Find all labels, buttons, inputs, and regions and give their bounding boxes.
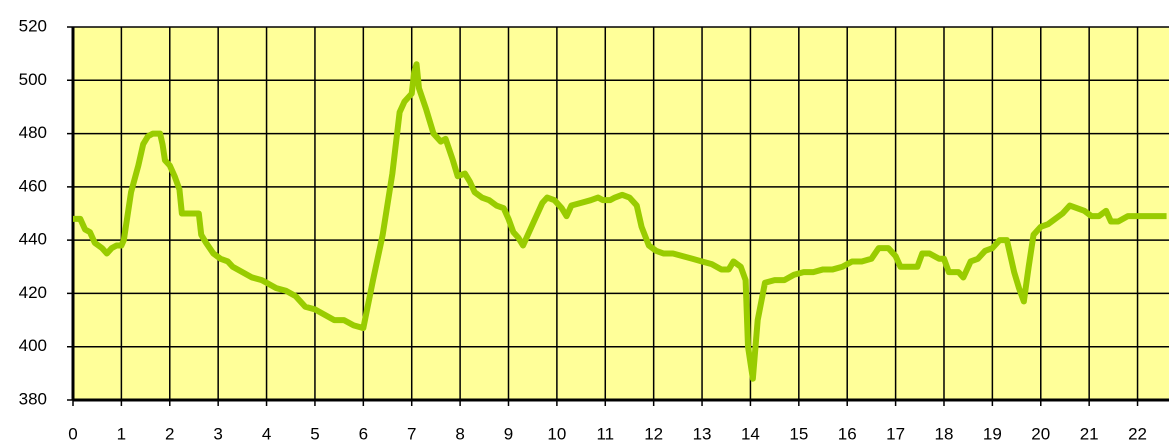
x-tick-label: 10 xyxy=(547,424,566,443)
y-tick-label: 500 xyxy=(19,70,47,89)
x-tick-label: 2 xyxy=(165,424,174,443)
x-tick-label: 13 xyxy=(693,424,712,443)
x-tick-label: 6 xyxy=(359,424,368,443)
x-tick-label: 19 xyxy=(983,424,1002,443)
x-tick-label: 12 xyxy=(644,424,663,443)
x-tick-label: 11 xyxy=(596,424,614,443)
y-tick-label: 420 xyxy=(19,283,47,302)
line-series xyxy=(73,61,1167,382)
x-tick-label: 8 xyxy=(455,424,464,443)
y-tick-label: 400 xyxy=(19,336,47,355)
x-tick-label: 9 xyxy=(504,424,513,443)
y-tick-label: 380 xyxy=(19,389,47,408)
x-tick-label: 7 xyxy=(407,424,416,443)
x-tick-label: 1 xyxy=(117,424,126,443)
plot-area xyxy=(73,27,1169,400)
x-tick-label: 22 xyxy=(1128,424,1147,443)
x-tick-label: 0 xyxy=(68,424,77,443)
x-tick-label: 16 xyxy=(838,424,857,443)
x-tick-label: 20 xyxy=(1031,424,1050,443)
x-tick-label: 5 xyxy=(310,424,319,443)
x-tick-label: 4 xyxy=(262,424,271,443)
x-tick-label: 18 xyxy=(935,424,954,443)
y-tick-label: 520 xyxy=(19,16,47,35)
y-tick-label: 480 xyxy=(19,123,47,142)
x-tick-label: 17 xyxy=(886,424,905,443)
x-tick-label: 15 xyxy=(789,424,808,443)
x-tick-label: 14 xyxy=(741,424,760,443)
x-tick-label: 21 xyxy=(1080,424,1099,443)
y-tick-label: 440 xyxy=(19,230,47,249)
x-tick-label: 3 xyxy=(213,424,222,443)
y-tick-label: 460 xyxy=(19,176,47,195)
